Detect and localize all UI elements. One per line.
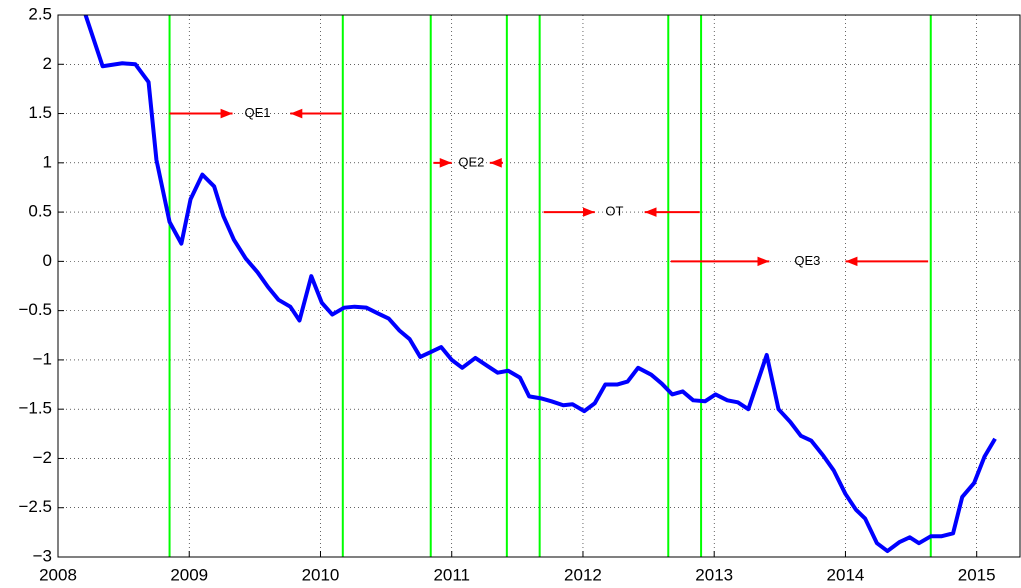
plot-frame: [57, 14, 1021, 558]
x-tick-label: 2009: [170, 565, 208, 584]
y-tick-label: −3: [33, 546, 52, 565]
x-tick-label: 2011: [433, 565, 470, 584]
y-tick-label: −2.5: [18, 497, 52, 516]
y-tick-label: 1.5: [28, 103, 52, 122]
x-tick-label: 2014: [827, 565, 865, 584]
x-tick-label: 2012: [564, 565, 602, 584]
y-tick-label: 2: [43, 54, 52, 73]
y-tick-label: −1: [33, 349, 52, 368]
y-tick-label: −2: [33, 448, 52, 467]
y-tick-label: −0.5: [18, 300, 52, 319]
y-tick-label: 1: [43, 152, 52, 171]
annotation-label: QE2: [458, 154, 484, 169]
annotation-label: QE1: [244, 105, 270, 120]
annotation-label: OT: [605, 204, 623, 219]
y-tick-label: 0.5: [28, 202, 52, 221]
annotation-label: QE3: [794, 253, 820, 268]
y-tick-label: 2.5: [28, 4, 52, 23]
y-tick-label: 0: [43, 251, 52, 270]
x-tick-label: 2008: [39, 565, 77, 584]
x-tick-label: 2015: [958, 565, 996, 584]
x-tick-label: 2013: [695, 565, 733, 584]
y-tick-label: −1.5: [18, 399, 52, 418]
data-line: [83, 15, 997, 554]
x-tick-label: 2010: [302, 565, 340, 584]
